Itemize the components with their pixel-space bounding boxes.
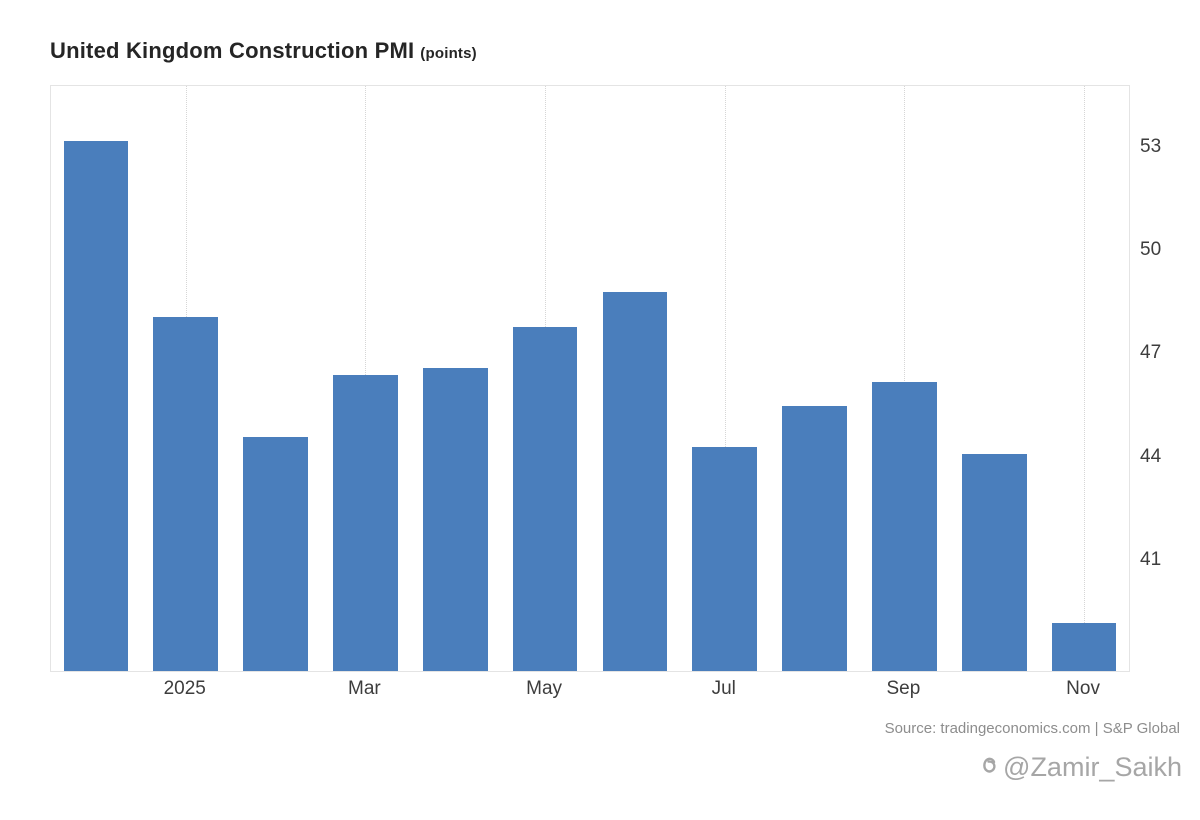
x-tick-label: Mar [348,678,381,699]
bar-nov-2025 [1051,622,1117,671]
y-tick-label: 41 [1140,548,1162,570]
watermark-handle: @Zamir_Saikh [1003,752,1182,782]
bar-apr-2025 [422,368,488,671]
bar-jul-2025 [692,447,758,671]
bar-aug-2025 [782,406,847,671]
y-axis: 41 44 47 50 53 [1140,85,1195,670]
watermark: @Zamir_Saikh [979,752,1182,783]
bar-feb-2025 [243,437,308,671]
bar-jun-2025 [602,292,668,671]
x-tick-label: Sep [886,678,921,699]
gridline [904,86,906,671]
y-tick-label: 47 [1140,342,1162,364]
gridline [724,86,726,671]
gridline [1084,86,1086,671]
threads-icon [979,754,999,782]
x-tick-label: Nov [1066,678,1100,699]
bar-oct-2025 [961,454,1027,671]
y-tick-label: 50 [1140,239,1162,261]
bar-mar-2025 [333,375,398,671]
plot-area [50,85,1130,672]
chart-title: United Kingdom Construction PMI (points) [50,38,477,64]
x-tick-label: 2025 [163,678,206,699]
bar-jan-2025 [153,316,219,671]
x-tick-label: May [526,678,563,699]
chart-title-units: (points) [420,45,477,62]
x-axis: 2025 Mar May Jul Sep Nov [50,676,1128,706]
y-tick-label: 53 [1140,135,1162,157]
source-attribution: Source: tradingeconomics.com | S&P Globa… [884,720,1180,737]
y-tick-label: 44 [1140,445,1162,467]
bar-may-2025 [512,326,578,671]
bar-sep-2025 [872,381,937,671]
x-tick-label: Jul [711,678,736,699]
bar-dec-2024 [63,141,129,671]
chart-title-text: United Kingdom Construction PMI [50,38,415,63]
